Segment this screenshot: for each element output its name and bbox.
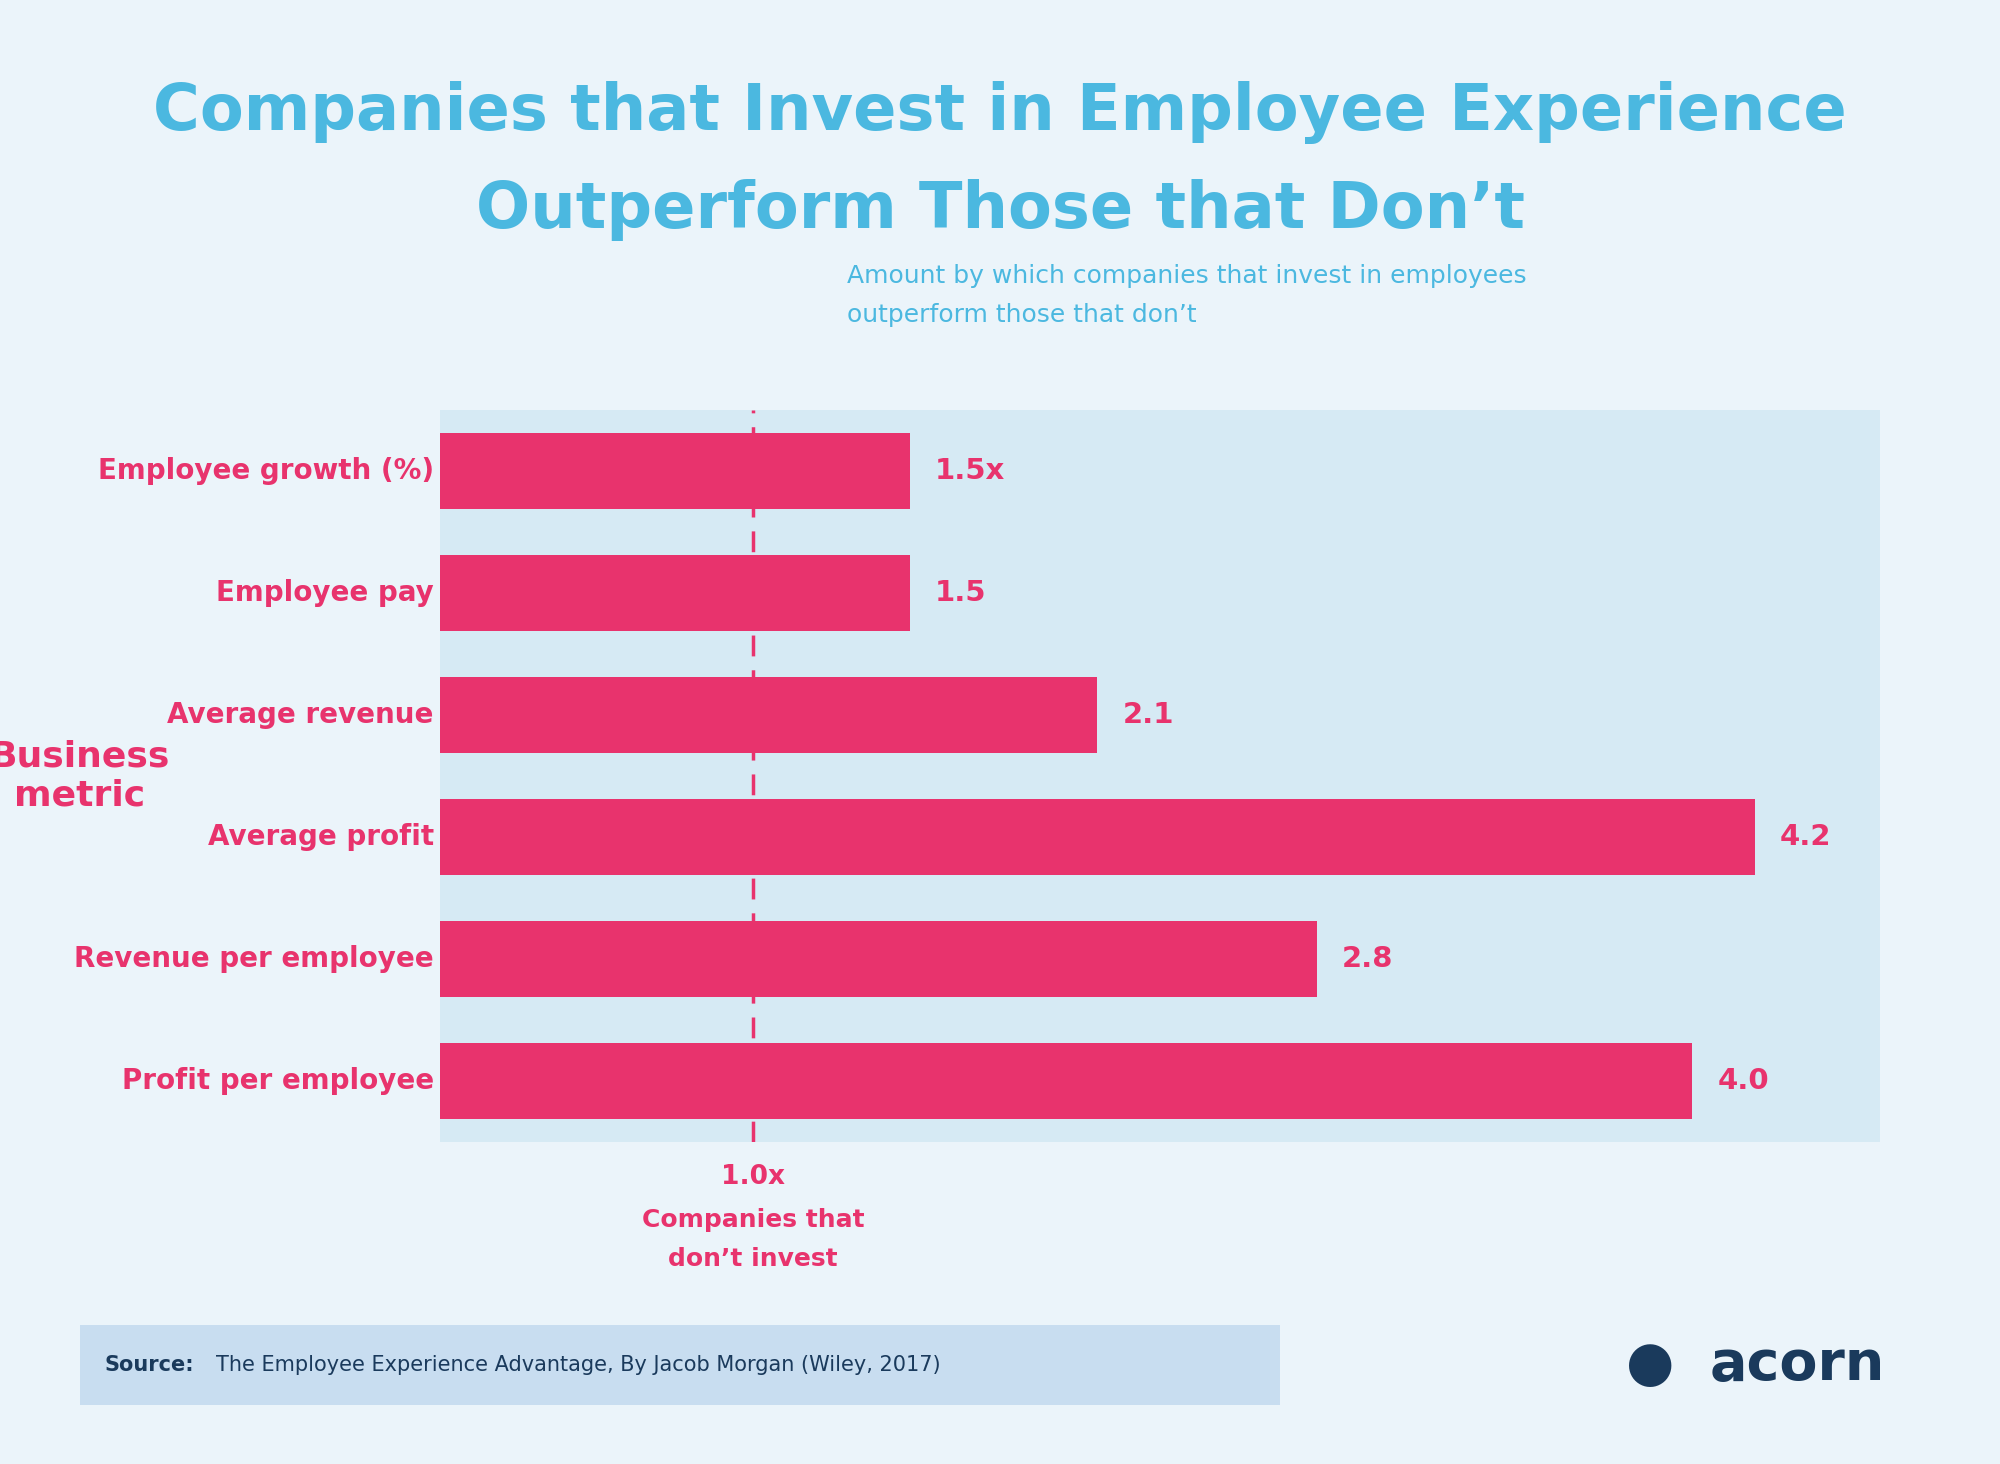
Text: Average profit: Average profit	[208, 823, 434, 851]
Text: Companies that Invest in Employee Experience: Companies that Invest in Employee Experi…	[154, 81, 1846, 143]
Bar	[440, 1042, 1692, 1118]
Bar	[440, 799, 1754, 875]
Text: 2.8: 2.8	[1342, 944, 1392, 974]
Text: Outperform Those that Don’t: Outperform Those that Don’t	[476, 179, 1524, 240]
Text: 1.5: 1.5	[934, 578, 986, 608]
Text: ●: ●	[1626, 1338, 1674, 1392]
Text: don’t invest: don’t invest	[668, 1247, 838, 1271]
Text: Revenue per employee: Revenue per employee	[74, 944, 434, 974]
Bar	[440, 433, 910, 509]
Text: Average revenue: Average revenue	[168, 701, 434, 729]
Bar	[440, 676, 1098, 752]
Bar	[440, 921, 1316, 997]
Text: The Employee Experience Advantage, By Jacob Morgan (Wiley, 2017): The Employee Experience Advantage, By Ja…	[216, 1356, 940, 1375]
Text: 1.0x: 1.0x	[722, 1164, 786, 1190]
Text: Amount by which companies that invest in employees: Amount by which companies that invest in…	[846, 264, 1526, 287]
Text: Business
metric: Business metric	[0, 739, 170, 813]
Text: acorn: acorn	[1710, 1338, 1886, 1392]
Text: Employee growth (%): Employee growth (%)	[98, 457, 434, 485]
Text: 1.5x: 1.5x	[934, 457, 1004, 485]
Text: Employee pay: Employee pay	[216, 578, 434, 608]
Text: 4.2: 4.2	[1780, 823, 1832, 851]
Text: outperform those that don’t: outperform those that don’t	[846, 303, 1196, 326]
Text: Companies that: Companies that	[642, 1208, 864, 1231]
Text: 4.0: 4.0	[1718, 1067, 1768, 1095]
Text: Source:: Source:	[104, 1356, 194, 1375]
Text: Profit per employee: Profit per employee	[122, 1067, 434, 1095]
Bar	[440, 555, 910, 631]
Text: 2.1: 2.1	[1122, 701, 1174, 729]
